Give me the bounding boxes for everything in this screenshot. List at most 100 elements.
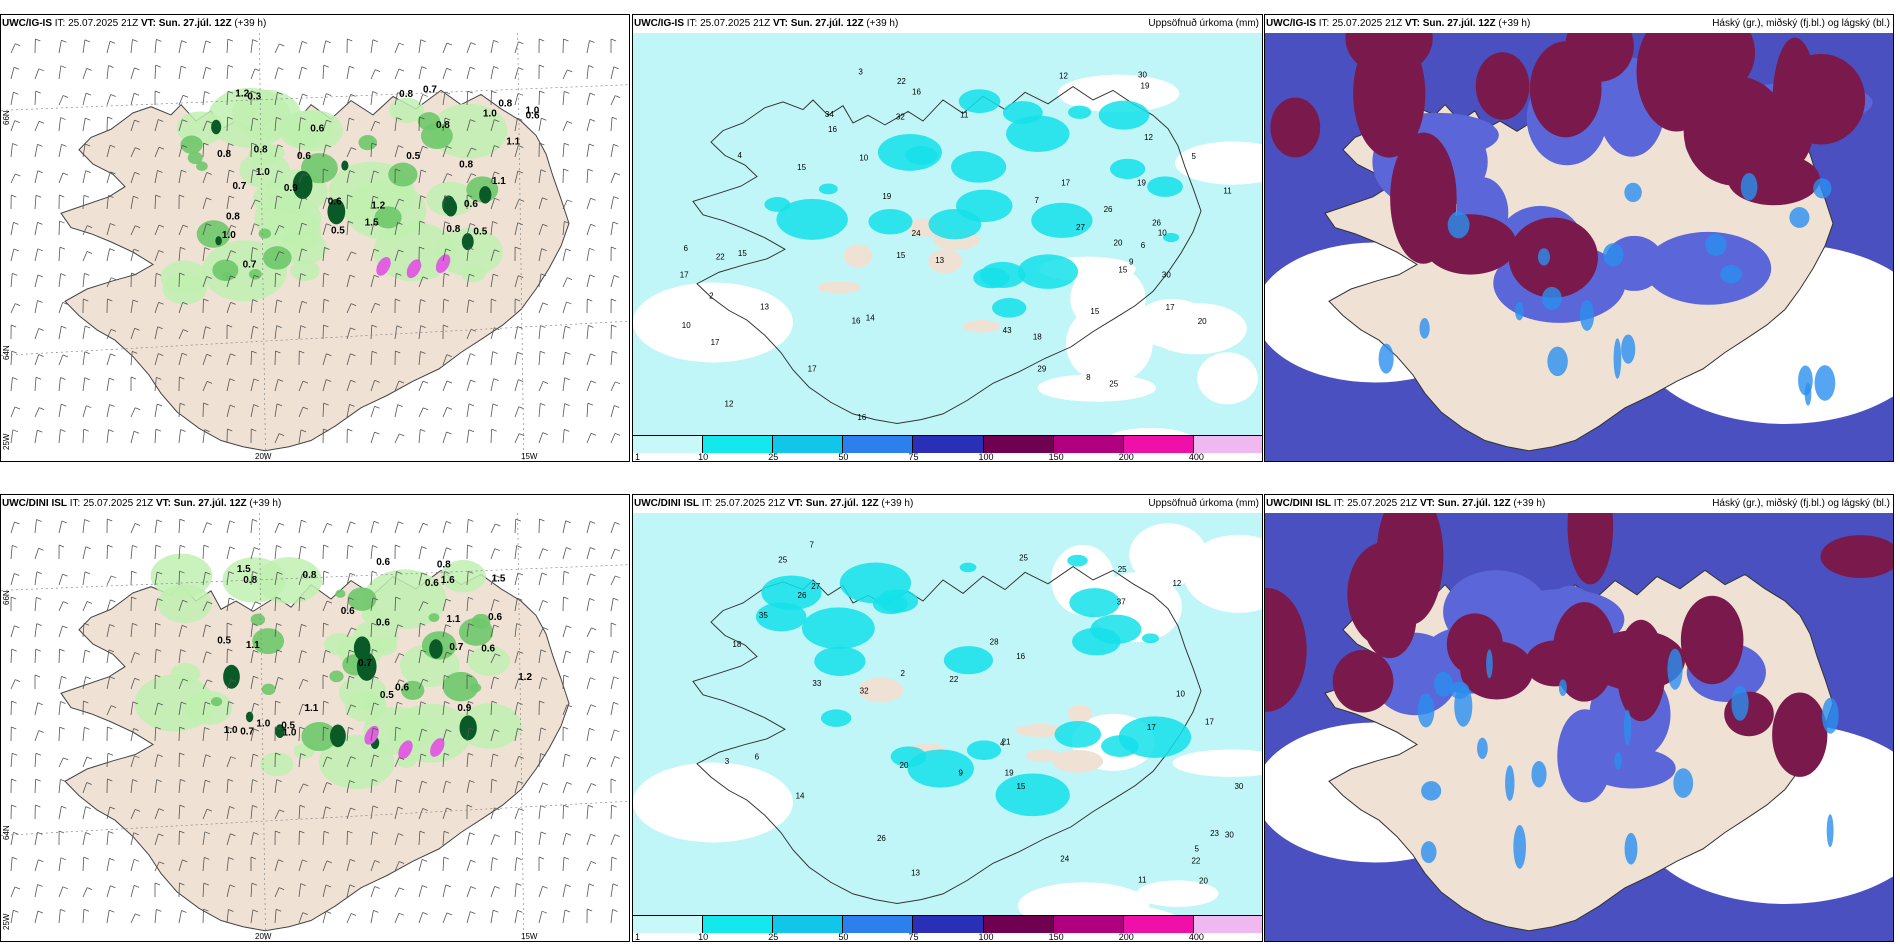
wind-barb bbox=[420, 753, 427, 757]
wind-barb bbox=[206, 120, 213, 124]
wind-barb bbox=[490, 523, 496, 534]
wind-barb bbox=[178, 329, 184, 340]
wind-barb bbox=[154, 90, 161, 94]
land-patch bbox=[1052, 749, 1104, 773]
wind-barb bbox=[586, 677, 591, 690]
accum-value-label: 5 bbox=[1194, 845, 1199, 854]
wind-barb bbox=[253, 728, 260, 732]
wind-barb bbox=[13, 248, 20, 252]
wind-barb bbox=[538, 273, 542, 288]
wind-barb bbox=[106, 195, 109, 210]
wind-barb bbox=[35, 38, 41, 42]
wind-barb bbox=[611, 324, 617, 328]
precip-area bbox=[1109, 158, 1146, 180]
wind-barb bbox=[10, 143, 13, 158]
land-patch bbox=[962, 319, 1001, 333]
wind-barb bbox=[62, 625, 68, 629]
wind-barb bbox=[299, 830, 305, 834]
wind-barb bbox=[206, 353, 212, 357]
wind-barb bbox=[422, 276, 429, 280]
wind-barb bbox=[132, 779, 138, 782]
wind-barb bbox=[85, 649, 91, 653]
precip-value-label: 1.0 bbox=[483, 108, 497, 119]
wind-barb bbox=[442, 248, 447, 262]
iceland-coastline bbox=[692, 566, 1202, 904]
wind-barb bbox=[588, 883, 595, 887]
accum-value-label: 15 bbox=[738, 249, 747, 258]
wind-barb bbox=[254, 547, 260, 550]
low-cloud-streak bbox=[1667, 648, 1683, 690]
accum-value-label: 20 bbox=[1198, 317, 1207, 326]
wind-barb bbox=[38, 68, 44, 72]
wind-barb bbox=[349, 572, 356, 576]
precip-core bbox=[479, 186, 492, 204]
wind-barb bbox=[61, 520, 68, 524]
wind-barb bbox=[12, 272, 18, 276]
wind-barb bbox=[276, 195, 283, 199]
wind-barb bbox=[301, 248, 307, 252]
wind-barb bbox=[419, 220, 425, 224]
wind-barb bbox=[82, 519, 85, 534]
wind-barb bbox=[82, 170, 87, 184]
precip-area bbox=[361, 607, 382, 623]
wind-barb bbox=[38, 354, 44, 357]
wind-barb bbox=[302, 406, 309, 410]
precip-core bbox=[215, 236, 222, 246]
precip-area bbox=[134, 674, 215, 732]
precip-value-label: 0.6 bbox=[376, 618, 390, 629]
wind-barb bbox=[326, 93, 332, 96]
wind-barb bbox=[614, 834, 620, 837]
accum-value-label: 18 bbox=[732, 640, 741, 649]
wind-barb bbox=[350, 353, 356, 357]
wind-barb bbox=[203, 142, 209, 146]
wind-barb bbox=[181, 910, 187, 913]
panel-title: Uppsöfnuð úrkoma (mm) bbox=[1148, 498, 1259, 509]
wind-barb bbox=[298, 650, 303, 664]
accum-value-label: 2 bbox=[900, 669, 905, 678]
high-cloud-area bbox=[1776, 53, 1866, 145]
lead-time: (+39 h) bbox=[249, 498, 282, 509]
wind-barb bbox=[346, 650, 350, 664]
wind-barb bbox=[610, 622, 617, 626]
wind-barb bbox=[562, 248, 567, 262]
model-name: UWC/DINI ISL bbox=[1266, 498, 1331, 509]
precip-area bbox=[252, 628, 285, 655]
wind-barb bbox=[446, 67, 452, 71]
wind-barb bbox=[490, 327, 495, 340]
precip-area bbox=[943, 646, 994, 675]
precip-value-label: 1.0 bbox=[525, 106, 539, 117]
wind-barb bbox=[134, 67, 140, 71]
precip-value-label: 1.1 bbox=[447, 614, 461, 625]
precip-value-label: 0.8 bbox=[226, 212, 240, 223]
wind-barb bbox=[227, 38, 233, 42]
wind-barb bbox=[155, 428, 162, 432]
wind-barb bbox=[34, 832, 38, 846]
precip-colorbar bbox=[633, 435, 1262, 453]
wind-barb bbox=[443, 830, 450, 834]
wind-barb bbox=[422, 912, 428, 915]
accum-value-label: 9 bbox=[959, 769, 964, 778]
precip-area bbox=[160, 260, 209, 295]
wind-barb bbox=[58, 544, 65, 548]
wind-barb bbox=[178, 353, 183, 366]
wind-barb bbox=[130, 328, 135, 340]
wind-barb bbox=[370, 91, 373, 106]
wind-barb bbox=[204, 91, 210, 94]
wind-barb bbox=[394, 779, 398, 794]
wind-barb bbox=[326, 600, 333, 604]
wind-barb bbox=[374, 302, 381, 306]
wind-barb bbox=[563, 38, 569, 42]
wind-barb bbox=[587, 168, 594, 172]
wind-barb bbox=[154, 808, 160, 820]
precip-area bbox=[261, 683, 276, 695]
wind-barb bbox=[60, 857, 67, 861]
wind-barb bbox=[275, 596, 282, 600]
wind-barb bbox=[38, 859, 44, 863]
wind-barb bbox=[394, 249, 399, 262]
dry-area bbox=[1146, 302, 1247, 355]
accum-value-label: 15 bbox=[1118, 266, 1127, 275]
wind-barb bbox=[202, 679, 208, 690]
wind-barb bbox=[228, 195, 235, 199]
wind-barb bbox=[322, 403, 325, 418]
wind-barb bbox=[11, 778, 17, 782]
